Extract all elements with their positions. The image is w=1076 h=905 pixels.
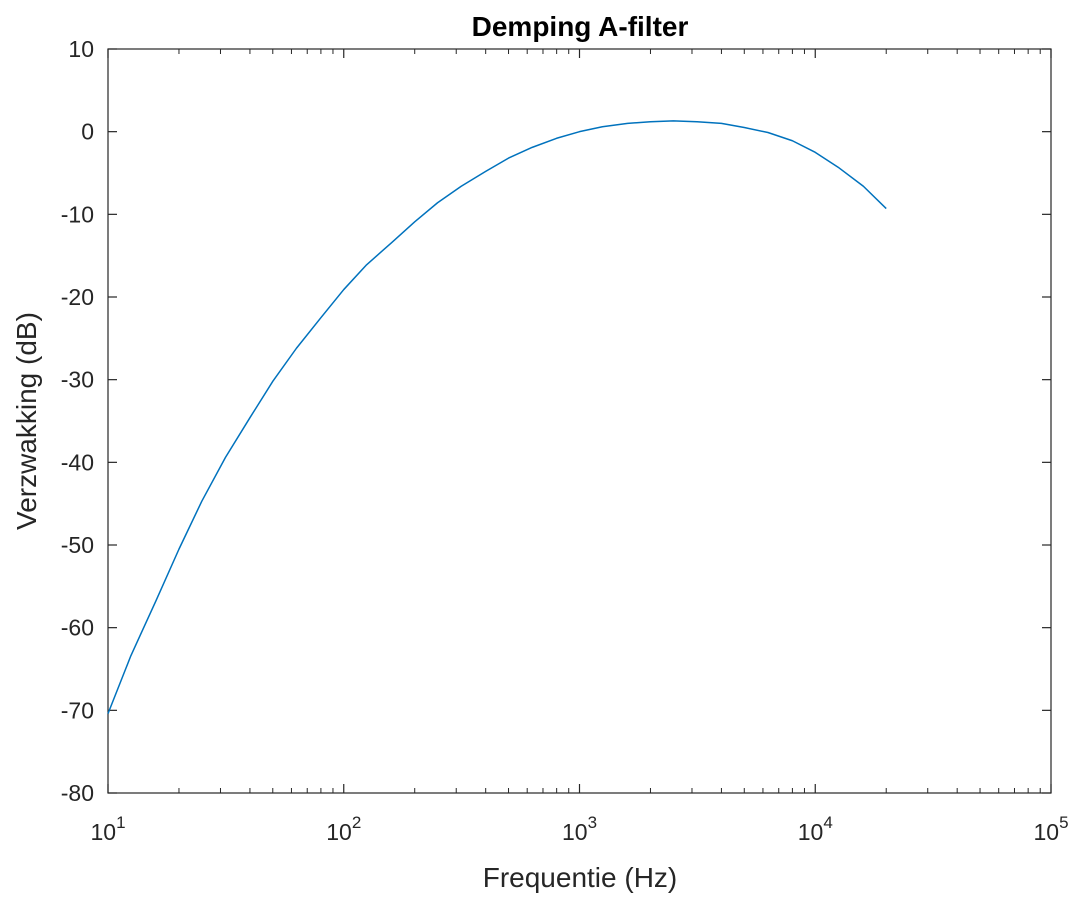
x-tick-label: 102 (326, 813, 361, 845)
y-tick-label: -10 (61, 201, 94, 227)
y-tick-label: -50 (61, 532, 94, 558)
y-tick-label: -30 (61, 367, 94, 393)
y-tick-label: 10 (68, 36, 94, 62)
x-axis-label: Frequentie (Hz) (483, 862, 678, 893)
plot-area: 10 0 -10 -20 -30 -40 -50 -60 -70 -80 101 102 103 104 1… (61, 36, 1069, 845)
y-axis-label: Verzwakking (dB) (11, 312, 42, 530)
x-tick-label: 103 (562, 813, 597, 845)
y-tick-label: -40 (61, 449, 94, 475)
axes-box (107, 48, 1052, 794)
series-line (107, 120, 887, 714)
y-tick-label: -60 (61, 615, 94, 641)
chart-title: Demping A-filter (472, 11, 689, 42)
x-tick-label: 105 (1033, 813, 1068, 845)
y-tick-label: -70 (61, 697, 94, 723)
x-tick-label: 101 (90, 813, 125, 845)
y-tick-label: -20 (61, 284, 94, 310)
y-tick-label: -80 (61, 780, 94, 806)
y-tick-label: 0 (81, 119, 94, 145)
x-tick-label: 104 (798, 813, 833, 845)
